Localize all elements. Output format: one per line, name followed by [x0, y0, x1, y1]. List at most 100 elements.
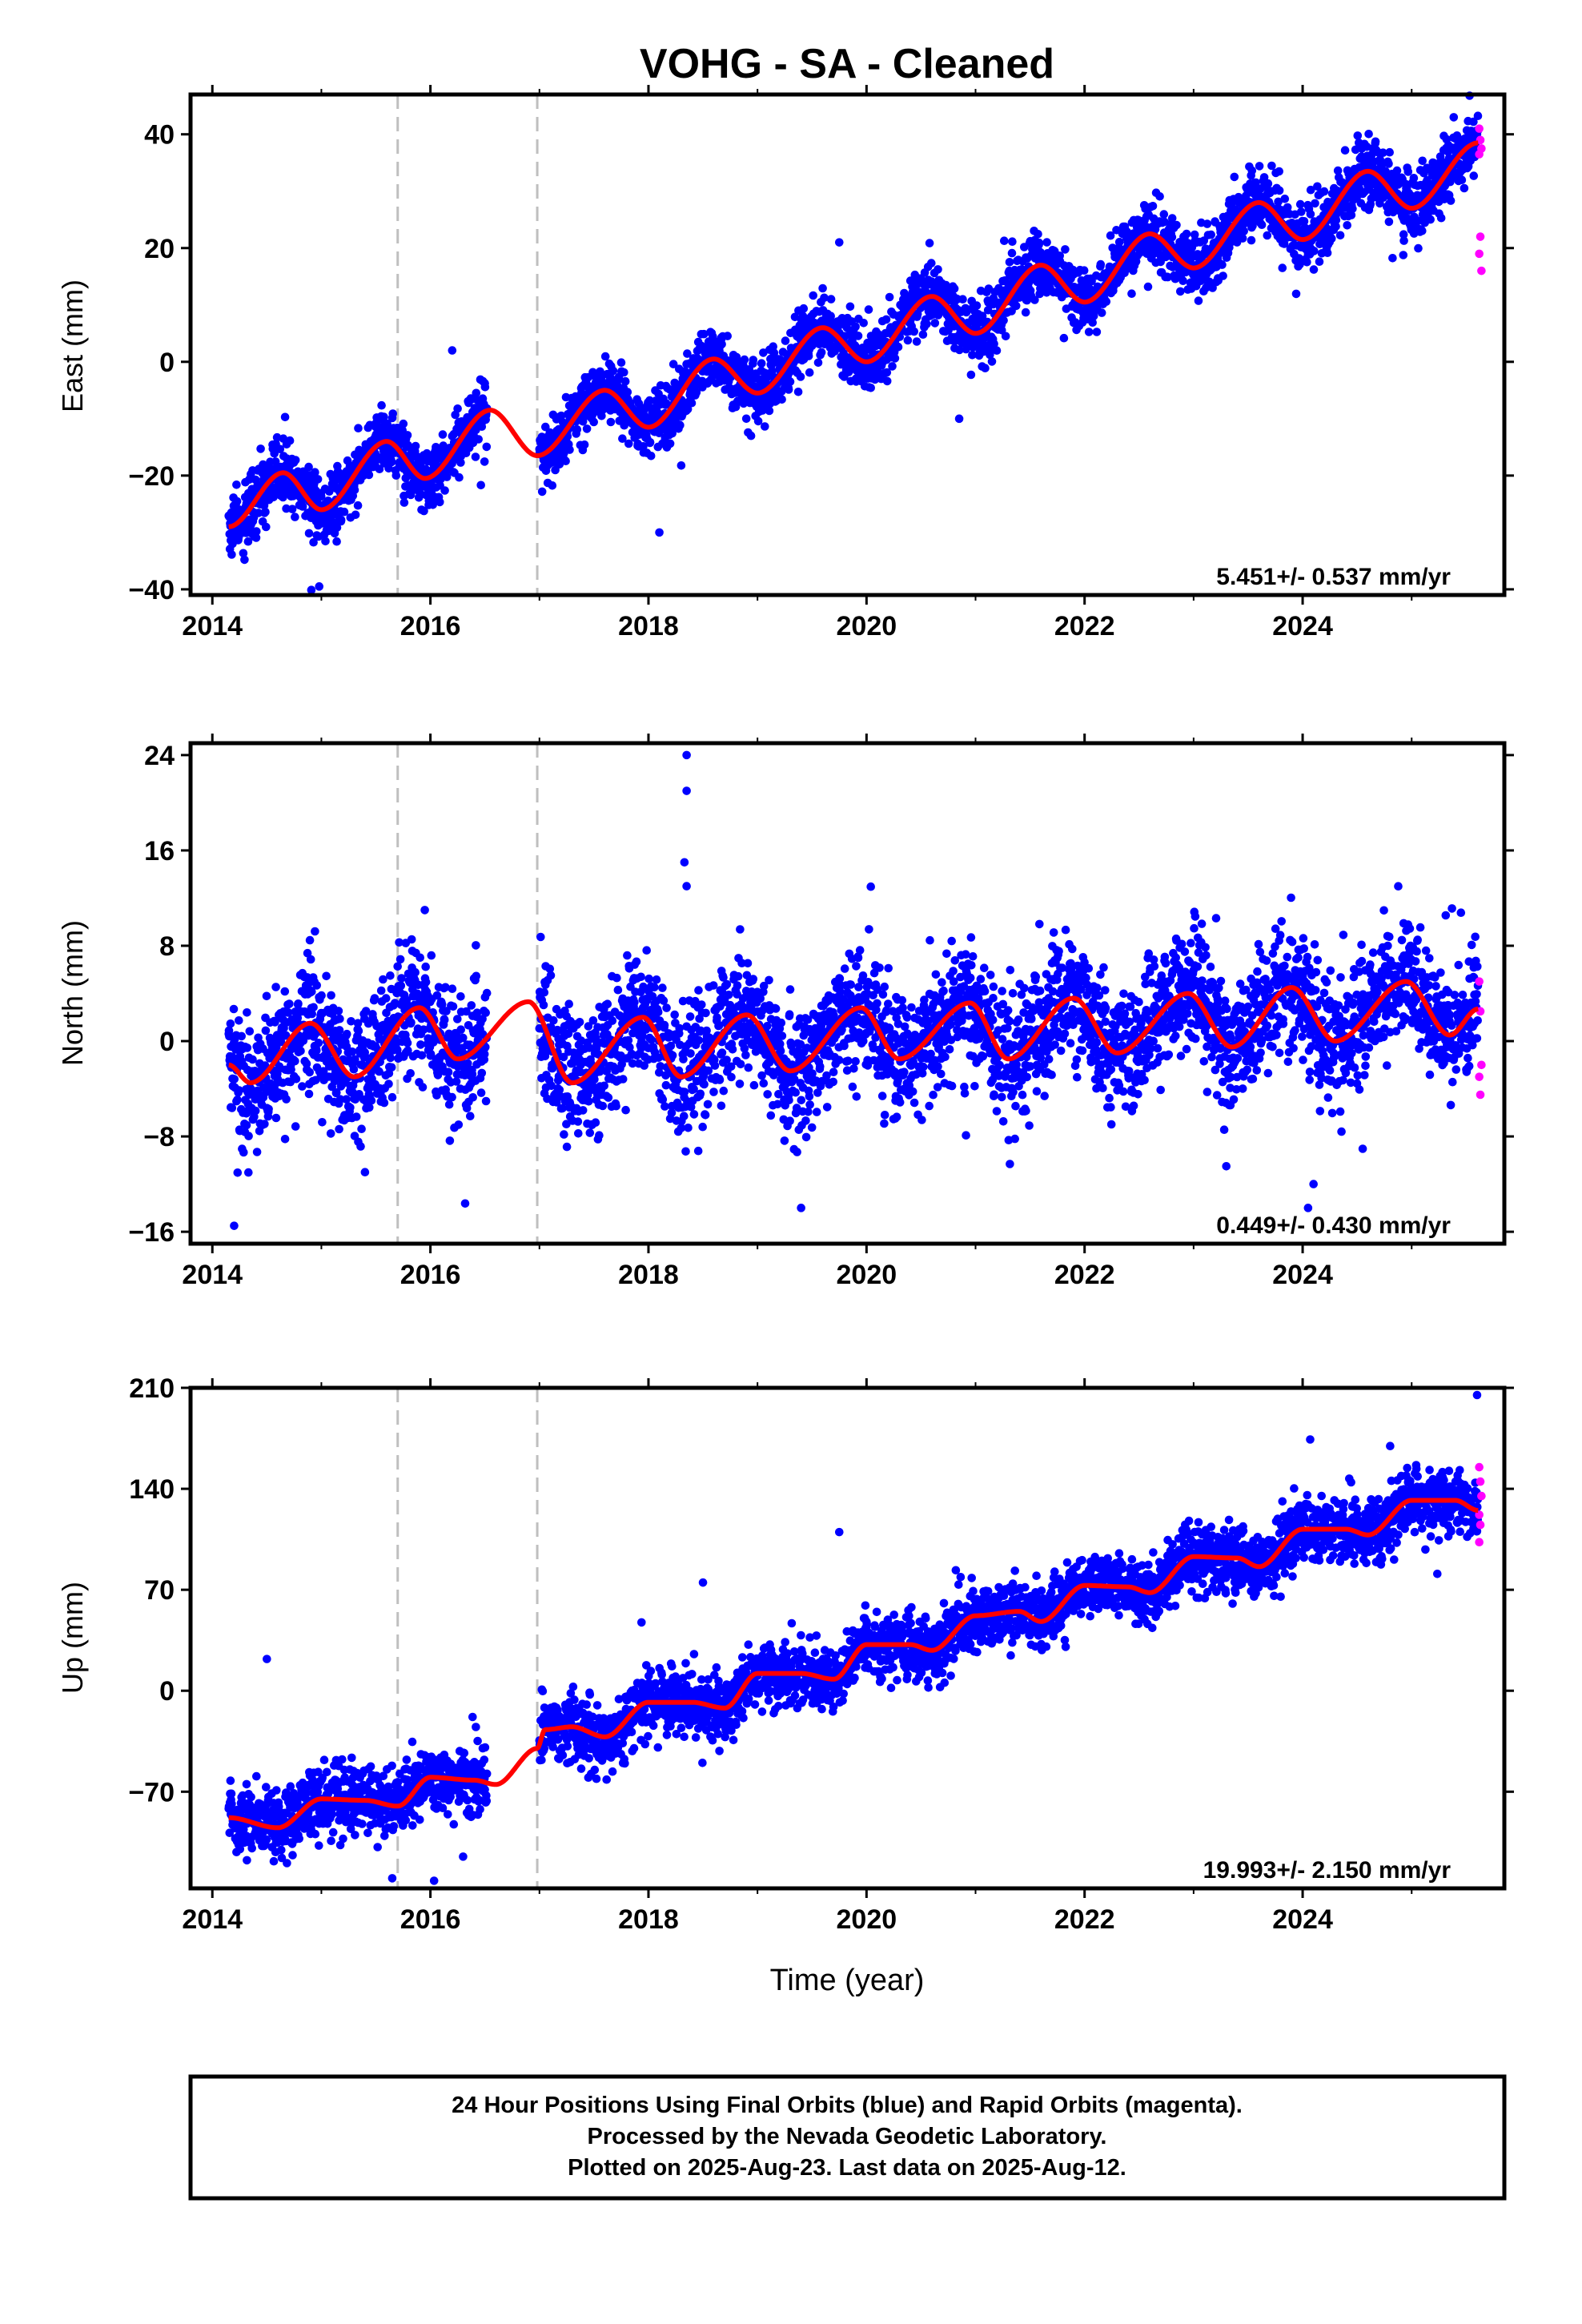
north-data-point	[285, 999, 294, 1008]
north-data-point	[418, 1083, 428, 1092]
north-data-point	[546, 971, 556, 980]
east-x-tick-label: 2016	[400, 611, 461, 641]
east-data-point	[1275, 167, 1283, 176]
east-data-point	[1061, 245, 1070, 254]
east-data-point	[572, 425, 582, 434]
east-data-point	[646, 452, 656, 460]
east-data-point	[785, 377, 795, 386]
north-data-point	[456, 1025, 465, 1034]
east-x-tick-label: 2014	[182, 611, 243, 641]
east-data-point	[1257, 220, 1267, 230]
east-data-point	[377, 400, 386, 410]
north-data-point	[311, 927, 319, 936]
east-data-point	[537, 487, 547, 497]
east-data-point	[1007, 248, 1017, 258]
east-data-point	[548, 481, 557, 490]
north-data-point	[386, 971, 395, 980]
north-data-point	[291, 1075, 301, 1084]
east-data-point	[456, 458, 465, 467]
east-data-point	[930, 319, 940, 328]
east-data-point	[1309, 265, 1319, 274]
north-data-point	[636, 972, 645, 982]
east-data-point	[232, 497, 242, 506]
east-data-point	[436, 497, 444, 507]
east-data-point	[1418, 156, 1427, 166]
north-data-point	[608, 1016, 617, 1025]
east-data-point	[271, 457, 280, 466]
east-outlier-point	[448, 346, 457, 355]
north-data-point	[233, 1168, 243, 1177]
east-data-point	[1102, 297, 1111, 306]
north-data-point	[318, 1118, 327, 1127]
east-data-point	[1079, 266, 1089, 275]
east-data-point	[388, 409, 398, 418]
east-data-point	[354, 424, 363, 432]
east-data-point	[1371, 137, 1380, 147]
east-y-tick-label: 40	[144, 120, 175, 151]
north-data-point	[454, 1120, 464, 1129]
east-data-point	[1426, 215, 1435, 224]
east-data-point	[826, 295, 836, 304]
north-data-point	[291, 1122, 300, 1131]
north-data-point	[603, 999, 612, 1008]
east-data-point	[999, 316, 1008, 325]
east-data-point	[992, 346, 1002, 356]
east-data-point	[339, 507, 349, 517]
east-data-point	[966, 370, 976, 380]
east-data-point	[438, 430, 448, 439]
east-data-point	[793, 388, 803, 396]
east-data-point	[1178, 276, 1187, 286]
east-rate-label: 5.451+/- 0.537 mm/yr	[1216, 564, 1451, 590]
east-data-point	[399, 419, 408, 428]
east-data-point	[280, 412, 290, 422]
north-data-point	[578, 1106, 588, 1115]
north-data-point	[481, 1008, 490, 1017]
north-data-point	[403, 1039, 412, 1047]
east-data-point	[881, 315, 891, 324]
east-data-point	[1096, 259, 1106, 269]
east-panel: East (mm) 2014 2016 2018 2020 2022 2024−40−20…	[56, 85, 1514, 641]
east-y-tick-label: −40	[128, 575, 175, 605]
east-data-point	[882, 376, 892, 386]
north-data-point	[406, 1069, 415, 1078]
east-data-point	[853, 332, 863, 340]
north-data-point	[573, 1117, 583, 1126]
east-data-point	[332, 537, 341, 546]
east-data-point	[665, 439, 675, 448]
north-data-point	[420, 906, 429, 915]
east-data-point	[262, 522, 271, 532]
east-data-point	[1155, 192, 1164, 201]
north-data-point	[650, 983, 659, 992]
east-data-point	[565, 445, 574, 454]
east-rapid-orbit-point	[1475, 150, 1484, 159]
east-data-point	[287, 505, 297, 513]
north-data-point	[472, 941, 480, 950]
east-data-point	[480, 457, 489, 466]
east-data-point	[934, 265, 942, 274]
north-data-point	[226, 1019, 235, 1028]
north-data-point	[245, 1027, 255, 1036]
north-data-point	[647, 1035, 656, 1044]
north-data-point	[356, 1142, 365, 1151]
east-data-point	[600, 352, 610, 361]
north-data-point	[230, 1075, 239, 1084]
north-data-point	[598, 1101, 608, 1111]
east-data-point	[927, 259, 936, 267]
east-data-point	[1414, 243, 1423, 253]
north-data-point	[271, 983, 280, 991]
east-data-point	[805, 368, 814, 377]
north-data-point	[280, 1135, 290, 1144]
north-data-point	[235, 1016, 243, 1025]
chart-title: VOHG - SA - Cleaned	[640, 41, 1054, 87]
north-data-point	[444, 1100, 454, 1109]
north-data-point	[562, 1142, 572, 1152]
east-data-point	[1384, 159, 1393, 168]
north-data-point	[612, 973, 621, 983]
east-data-point	[304, 529, 314, 538]
east-data-point	[1388, 254, 1397, 263]
east-outlier-point	[954, 414, 964, 424]
north-data-point	[252, 1148, 262, 1156]
east-data-point	[261, 508, 270, 517]
east-data-point	[298, 502, 307, 511]
east-data-point	[239, 549, 248, 558]
